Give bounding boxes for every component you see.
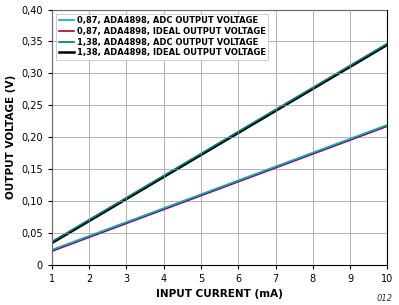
1,38, ADA4898, IDEAL OUTPUT VOLTAGE xyxy=(49,241,54,245)
0,87, ADA4898, IDEAL OUTPUT VOLTAGE xyxy=(249,175,254,179)
0,87, ADA4898, IDEAL OUTPUT VOLTAGE xyxy=(49,249,54,253)
Text: 012: 012 xyxy=(377,294,393,303)
0,87, ADA4898, ADC OUTPUT VOLTAGE xyxy=(324,145,329,149)
1,38, ADA4898, ADC OUTPUT VOLTAGE xyxy=(324,77,329,81)
1,38, ADA4898, ADC OUTPUT VOLTAGE xyxy=(231,133,236,136)
1,38, ADA4898, IDEAL OUTPUT VOLTAGE xyxy=(231,134,236,138)
Line: 1,38, ADA4898, IDEAL OUTPUT VOLTAGE: 1,38, ADA4898, IDEAL OUTPUT VOLTAGE xyxy=(52,45,387,243)
Line: 0,87, ADA4898, IDEAL OUTPUT VOLTAGE: 0,87, ADA4898, IDEAL OUTPUT VOLTAGE xyxy=(52,126,387,251)
1,38, ADA4898, IDEAL OUTPUT VOLTAGE xyxy=(377,48,382,52)
0,87, ADA4898, ADC OUTPUT VOLTAGE xyxy=(49,248,54,252)
1,38, ADA4898, ADC OUTPUT VOLTAGE xyxy=(249,122,254,126)
1,38, ADA4898, ADC OUTPUT VOLTAGE xyxy=(385,42,390,45)
0,87, ADA4898, IDEAL OUTPUT VOLTAGE xyxy=(209,190,213,194)
1,38, ADA4898, ADC OUTPUT VOLTAGE xyxy=(211,145,215,148)
Line: 1,38, ADA4898, ADC OUTPUT VOLTAGE: 1,38, ADA4898, ADC OUTPUT VOLTAGE xyxy=(52,44,387,242)
0,87, ADA4898, IDEAL OUTPUT VOLTAGE xyxy=(231,182,236,185)
1,38, ADA4898, IDEAL OUTPUT VOLTAGE xyxy=(249,123,254,127)
Y-axis label: OUTPUT VOLTAGE (V): OUTPUT VOLTAGE (V) xyxy=(6,75,16,199)
1,38, ADA4898, ADC OUTPUT VOLTAGE xyxy=(49,240,54,243)
0,87, ADA4898, IDEAL OUTPUT VOLTAGE xyxy=(377,127,382,131)
0,87, ADA4898, IDEAL OUTPUT VOLTAGE xyxy=(211,189,215,193)
1,38, ADA4898, IDEAL OUTPUT VOLTAGE xyxy=(209,147,213,151)
1,38, ADA4898, ADC OUTPUT VOLTAGE xyxy=(209,146,213,149)
1,38, ADA4898, IDEAL OUTPUT VOLTAGE xyxy=(385,43,390,47)
1,38, ADA4898, IDEAL OUTPUT VOLTAGE xyxy=(324,79,329,82)
X-axis label: INPUT CURRENT (mA): INPUT CURRENT (mA) xyxy=(156,289,283,300)
0,87, ADA4898, ADC OUTPUT VOLTAGE xyxy=(231,180,236,184)
1,38, ADA4898, ADC OUTPUT VOLTAGE xyxy=(377,46,382,50)
0,87, ADA4898, IDEAL OUTPUT VOLTAGE xyxy=(385,124,390,128)
0,87, ADA4898, ADC OUTPUT VOLTAGE xyxy=(377,126,382,130)
0,87, ADA4898, ADC OUTPUT VOLTAGE xyxy=(211,188,215,192)
Line: 0,87, ADA4898, ADC OUTPUT VOLTAGE: 0,87, ADA4898, ADC OUTPUT VOLTAGE xyxy=(52,125,387,250)
0,87, ADA4898, ADC OUTPUT VOLTAGE xyxy=(385,123,390,127)
0,87, ADA4898, IDEAL OUTPUT VOLTAGE xyxy=(324,147,329,151)
Legend: 0,87, ADA4898, ADC OUTPUT VOLTAGE, 0,87, ADA4898, IDEAL OUTPUT VOLTAGE, 1,38, AD: 0,87, ADA4898, ADC OUTPUT VOLTAGE, 0,87,… xyxy=(56,14,269,60)
1,38, ADA4898, IDEAL OUTPUT VOLTAGE xyxy=(211,146,215,149)
0,87, ADA4898, ADC OUTPUT VOLTAGE xyxy=(209,189,213,192)
0,87, ADA4898, ADC OUTPUT VOLTAGE xyxy=(249,174,254,177)
